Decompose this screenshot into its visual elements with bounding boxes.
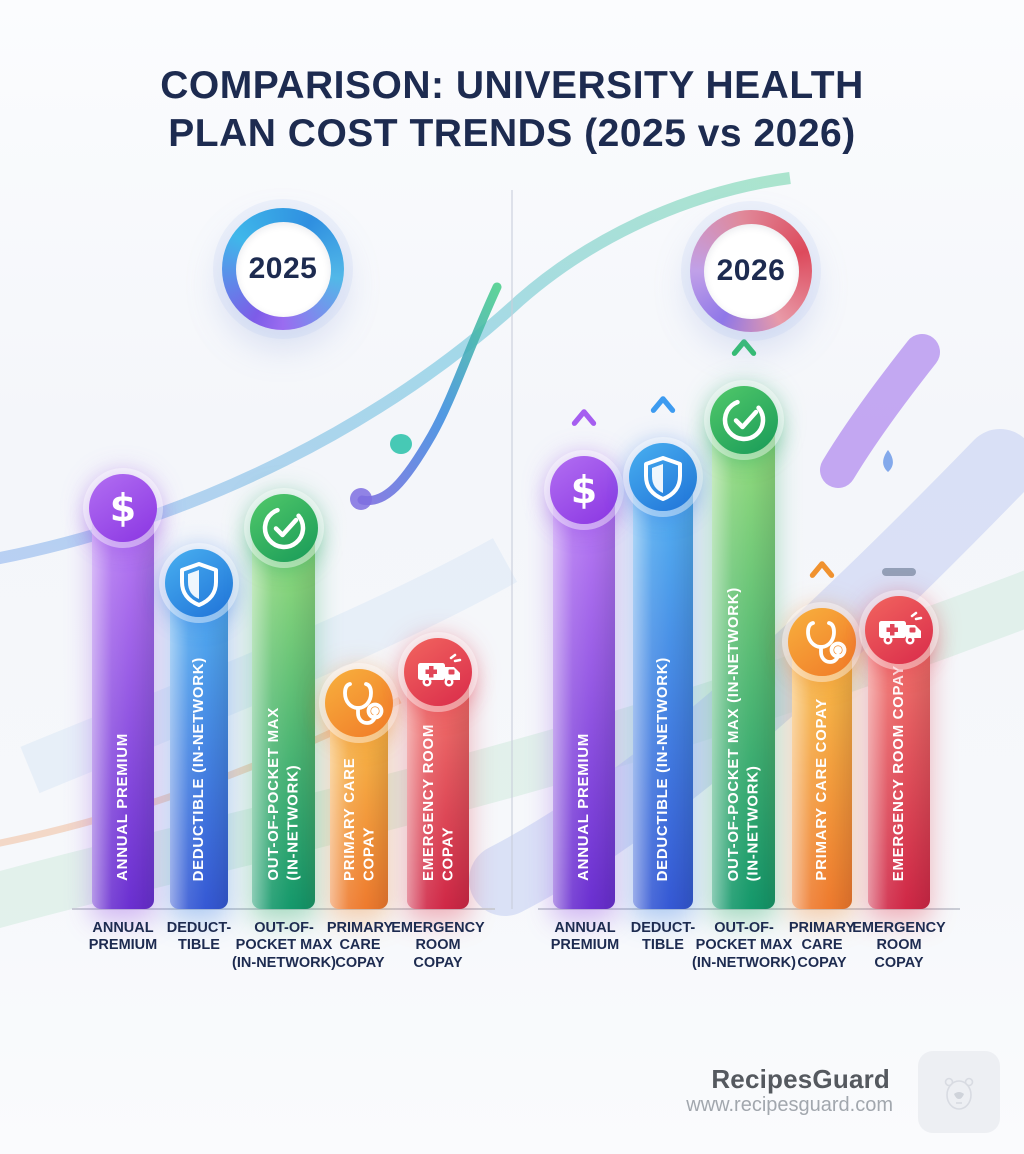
shield-icon (629, 443, 697, 511)
bar-2026-oop-max: OUT-OF-POCKET MAX (IN-NETWORK) (IN-NETWO… (709, 339, 778, 909)
bar-2025-oop-max: OUT-OF-POCKET MAX (IN-NETWORK) (249, 494, 318, 909)
bar-2025-annual-premium: $ ANNUAL PREMIUM (89, 474, 157, 909)
year-badge-2025-inner: 2025 (235, 221, 331, 317)
up-arrow-icon (650, 396, 676, 438)
ambulance-icon (865, 596, 933, 664)
brand-name: RecipesGuard (711, 1064, 890, 1094)
year-badge-2026-inner: 2026 (703, 223, 799, 319)
bear-logo-icon (944, 1077, 974, 1110)
bar-label: OUT-OF-POCKET MAX (IN-NETWORK) (265, 707, 302, 881)
bar-label: PRIMARY CARE COPAY (813, 698, 831, 881)
up-arrow-icon (571, 409, 597, 451)
bar-label: ANNUAL PREMIUM (114, 733, 132, 881)
check-circle-icon (249, 494, 318, 562)
bar-2026-primary-care: PRIMARY CARE COPAY (788, 561, 856, 909)
bar-label: ANNUAL PREMIUM (575, 733, 593, 881)
year-badge-2025: 2025 (222, 208, 344, 330)
dollar-icon: $ (550, 456, 618, 524)
axis-label-er-copay: EMERGENCY ROOM COPAY (852, 920, 946, 971)
check-circle-icon (709, 386, 778, 454)
group-divider-line (511, 190, 513, 909)
bar-2025-primary-care: PRIMARY CARE COPAY (325, 669, 393, 909)
bar-2026-er-copay: EMERGENCY ROOM COPAY (865, 568, 933, 909)
year-badge-2026: 2026 (690, 210, 812, 332)
year-label-2025: 2025 (248, 252, 318, 285)
bar-2025-er-copay: EMERGENCY ROOM COPAY (404, 638, 472, 909)
no-change-dash-icon (882, 568, 916, 576)
up-arrow-icon (731, 339, 756, 381)
bar-label: EMERGENCY ROOM COPAY (890, 664, 908, 881)
bar-label: DEDUCTIBLE (IN-NETWORK) (654, 656, 672, 881)
year-label-2026: 2026 (716, 254, 786, 287)
brand-logo (918, 1051, 1000, 1133)
bar-2025-deductible: DEDUCTIBLE (IN-NETWORK) (165, 549, 233, 909)
stethoscope-icon (788, 608, 856, 676)
brand-website: www.recipesguard.com (686, 1094, 893, 1116)
page-title: COMPARISON: UNIVERSITY HEALTH PLAN COST … (160, 64, 864, 155)
axis-label-er-copay: EMERGENCY ROOM COPAY (391, 920, 485, 971)
bar-2026-deductible: DEDUCTIBLE (IN-NETWORK) (629, 396, 697, 909)
ambulance-icon (404, 638, 472, 706)
dollar-icon: $ (89, 474, 157, 542)
stethoscope-icon (325, 669, 393, 737)
up-arrow-icon (809, 561, 835, 603)
bar-2026-annual-premium: $ ANNUAL PREMIUM (550, 409, 618, 909)
shield-icon (165, 549, 233, 617)
bar-label: DEDUCTIBLE (IN-NETWORK) (190, 656, 208, 881)
bar-label: OUT-OF-POCKET MAX (IN-NETWORK) (IN-NETWO… (725, 586, 762, 881)
